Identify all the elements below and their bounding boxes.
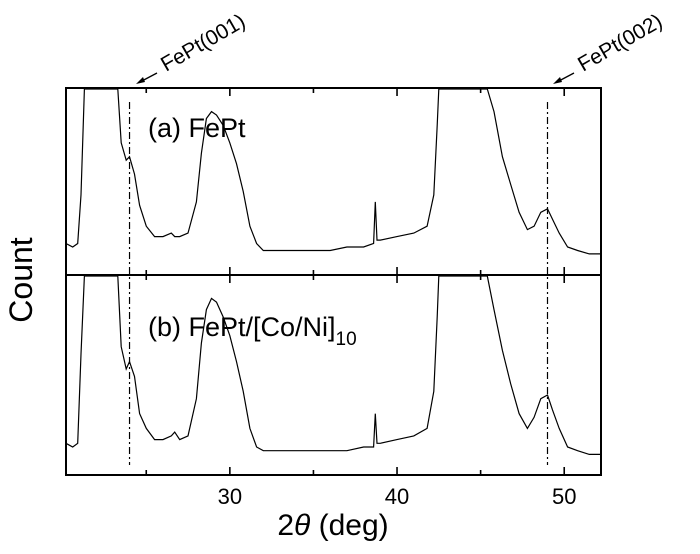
annotation-001: FePt(001): [136, 10, 249, 84]
panel-b: [65, 275, 601, 455]
panel-b-label-main: (b) FePt/[Co/Ni]: [148, 312, 336, 342]
annotation-002-text: FePt(002): [574, 10, 666, 77]
annotation-001-text: FePt(001): [157, 10, 249, 77]
panel-a: [65, 88, 601, 255]
x-tick-label: 40: [385, 484, 409, 509]
x-tick-labels: 30 40 50: [218, 484, 577, 509]
x-axis-title-suffix: (deg): [310, 509, 388, 542]
x-axis-title-prefix: 2: [277, 509, 294, 542]
x-tick-label: 30: [218, 484, 242, 509]
x-tick-label: 50: [552, 484, 576, 509]
arrow-002-head-icon: [553, 77, 562, 84]
x-axis-title: 2θ (deg): [277, 509, 388, 542]
series-b-line: [65, 275, 601, 455]
x-axis-title-symbol: θ: [294, 509, 311, 542]
reference-lines: [128, 102, 549, 465]
y-axis-title: Count: [3, 237, 39, 323]
panel-b-label-subscript: 10: [336, 329, 357, 350]
x-axis-ticks: [145, 88, 566, 475]
panel-a-label: (a) FePt: [148, 113, 246, 143]
annotation-002: FePt(002): [553, 10, 666, 84]
panel-b-label: (b) FePt/[Co/Ni]10: [148, 312, 357, 350]
plot-frame: [65, 87, 602, 476]
arrow-001-head-icon: [136, 77, 145, 84]
series-a-line: [65, 88, 601, 255]
